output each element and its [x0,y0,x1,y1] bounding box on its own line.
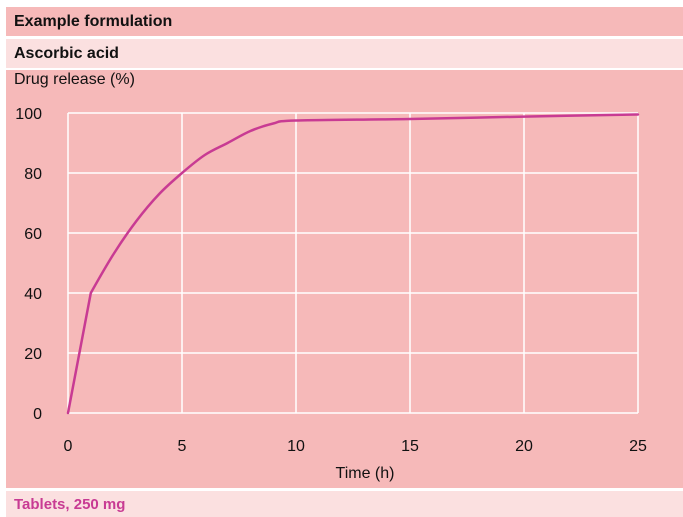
y-tick-labels: 0 20 40 60 80 100 [15,106,42,423]
x-axis-title: Time (h) [336,465,395,482]
series-layer [66,113,640,415]
x-tick-label: 5 [178,438,187,455]
plot-background [6,70,683,488]
y-tick-label: 20 [24,346,42,363]
y-tick-label: 80 [24,166,42,183]
y-tick-label: 60 [24,226,42,243]
x-tick-label: 0 [64,438,73,455]
x-tick-label: 25 [629,438,647,455]
x-tick-label: 20 [515,438,533,455]
x-tick-label: 10 [287,438,305,455]
y-tick-label: 100 [15,106,42,123]
x-tick-labels: 0 5 10 15 20 25 [64,438,647,455]
x-tick-label: 15 [401,438,419,455]
chart-header-title: Example formulation [6,7,683,36]
chart-footer: Tablets, 250 mg [6,491,683,517]
y-tick-label: 40 [24,286,42,303]
chart-header-subtitle: Ascorbic acid [6,39,683,68]
release-curve-0 [66,113,640,415]
grid-lines [67,112,639,414]
y-tick-label: 0 [33,406,42,423]
y-axis-title: Drug release (%) [14,71,135,88]
